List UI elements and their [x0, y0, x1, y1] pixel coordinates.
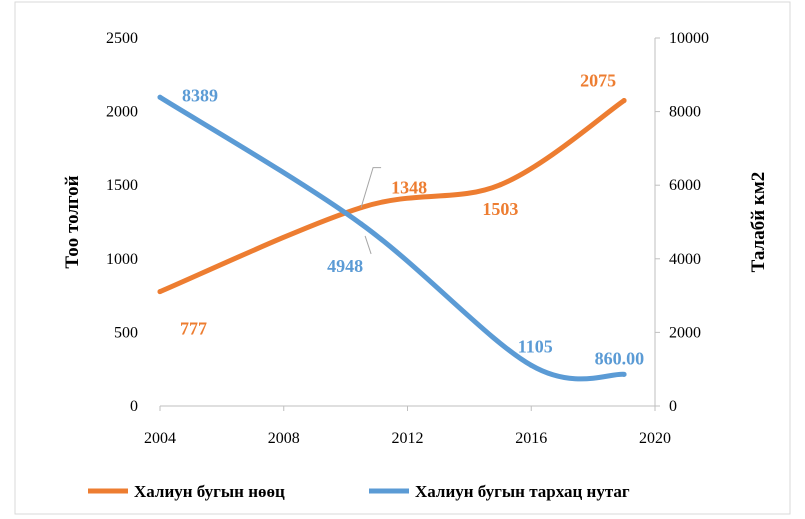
y-left-tick-label: 1000 [106, 251, 138, 268]
x-tick-label: 2016 [515, 430, 547, 447]
series-line-2 [157, 94, 627, 382]
y-right-axis-title: Талабй км2 [748, 172, 769, 273]
data-point [358, 221, 364, 227]
x-tick-label: 2008 [268, 430, 300, 447]
data-label: 4948 [327, 256, 363, 276]
y-left-tick-label: 2500 [106, 30, 138, 47]
series-line-1 [157, 98, 627, 295]
x-tick-label: 2020 [639, 430, 671, 447]
y-right-tick-label: 6000 [669, 177, 701, 194]
leader-line [364, 235, 372, 255]
data-point [621, 371, 627, 377]
y-left-tick-label: 1500 [106, 177, 138, 194]
data-label: 2075 [580, 71, 616, 91]
legend-label: Халиун бугын нөөц [134, 482, 285, 501]
y-right-tick-label: 0 [669, 398, 677, 415]
data-label: 1105 [518, 336, 553, 356]
x-tick-label: 2004 [144, 430, 176, 447]
y-right-tick-label: 10000 [669, 30, 709, 47]
y-right-tick-label: 8000 [669, 104, 701, 121]
y-left-tick-label: 0 [130, 398, 138, 415]
data-label: 1503 [482, 199, 518, 219]
data-point [621, 98, 627, 104]
data-point [528, 362, 534, 368]
y-left-tick-label: 500 [114, 324, 138, 341]
legend-label: Халиун бугын тархац нутаг [415, 482, 630, 501]
y-right-tick-label: 4000 [669, 251, 701, 268]
data-point [497, 182, 503, 188]
data-label: 8389 [182, 85, 218, 105]
data-point [157, 94, 163, 100]
data-label: 1348 [391, 178, 427, 198]
leader-line [360, 167, 382, 208]
data-label: 777 [180, 319, 207, 339]
data-label: 860.00 [595, 348, 645, 368]
y-left-tick-label: 2000 [106, 104, 138, 121]
data-point [157, 289, 163, 295]
y-right-tick-label: 2000 [669, 324, 701, 341]
y-left-axis-title: Тоо толгой [62, 175, 83, 268]
x-tick-label: 2012 [392, 430, 424, 447]
